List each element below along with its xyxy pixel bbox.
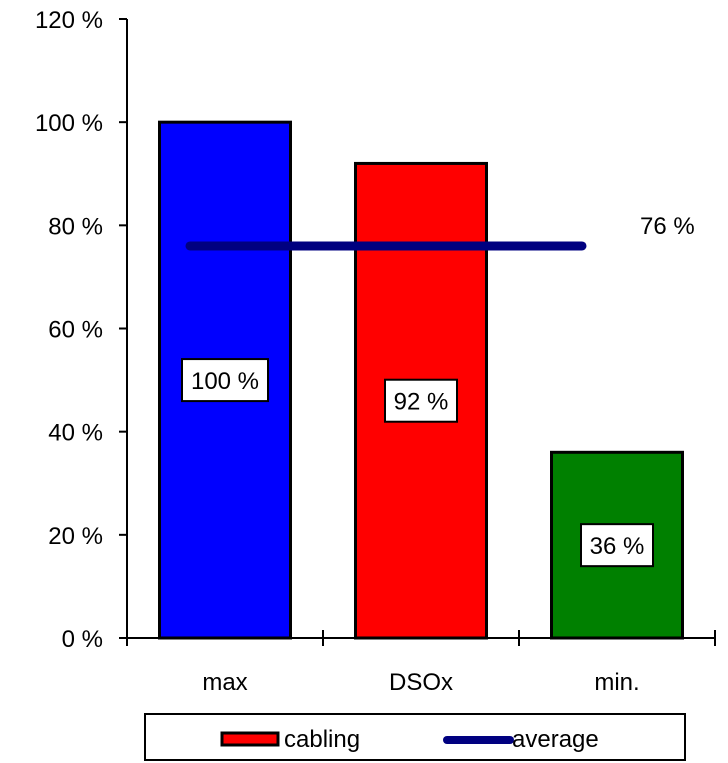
y-tick-label: 40 % (48, 420, 103, 447)
y-tick-label: 80 % (48, 213, 103, 240)
y-tick-label: 20 % (48, 523, 103, 550)
y-tick-label: 100 % (35, 110, 103, 137)
y-tick-label: 60 % (48, 317, 103, 344)
average-data-label: 76 % (640, 213, 695, 240)
legend: cabling average (144, 713, 686, 761)
data-label-box (580, 523, 654, 568)
data-label: 100 % (191, 368, 259, 395)
y-tick-label: 120 % (35, 7, 103, 34)
x-tick-label: min. (594, 669, 639, 696)
x-tick-label: DSOx (389, 669, 453, 696)
legend-swatch-cabling (220, 731, 280, 747)
legend-label-cabling: cabling (284, 726, 360, 753)
legend-label-average: average (512, 726, 599, 753)
data-label: 36 % (590, 533, 645, 560)
axes: 0 % 20 % 40 % 60 % 80 % 100 % 120 % max DSOx min. (35, 7, 716, 696)
data-label-box (384, 378, 458, 423)
data-label: 92 % (394, 389, 449, 416)
x-tick-label: max (202, 669, 247, 696)
data-labels: 100 % 92 % 36 % (181, 358, 654, 568)
y-tick-label: 0 % (62, 626, 103, 653)
data-label-box (181, 358, 269, 403)
average-line-group: 76 % (185, 213, 695, 251)
